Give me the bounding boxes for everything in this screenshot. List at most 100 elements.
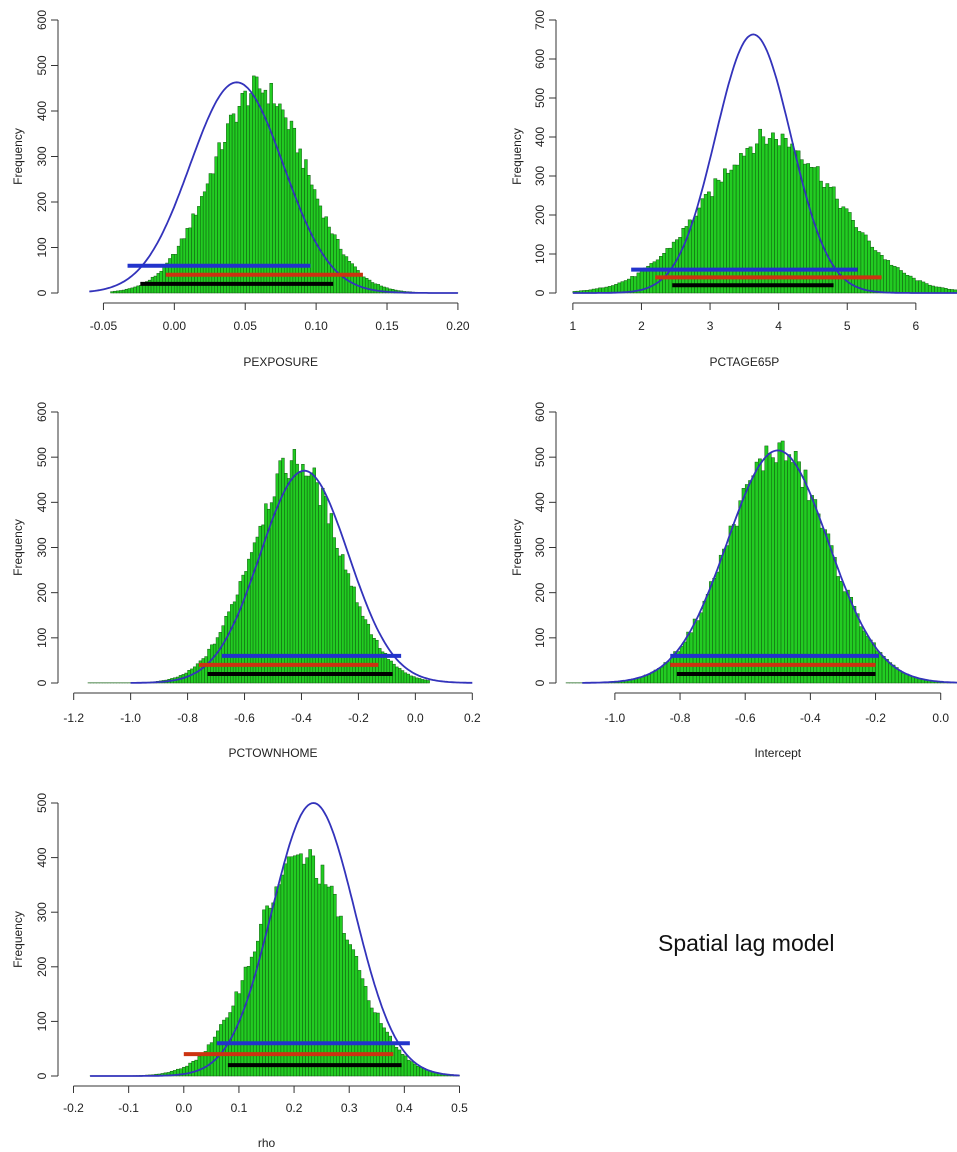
histogram-bar — [722, 548, 726, 684]
histogram-bar — [885, 659, 889, 684]
histogram-bar — [357, 970, 362, 1077]
y-tick-label: 500 — [533, 447, 547, 467]
histogram-bar — [333, 234, 337, 294]
histogram-bar — [249, 956, 254, 1077]
histogram-bar — [386, 659, 390, 684]
histogram-bar — [901, 672, 906, 684]
histogram-panel-2: 1 2 3 4 5 6 PCTAGE65P 0 100 200 300 400 500 600 700 Fre… — [510, 10, 957, 369]
histogram-bar — [352, 586, 356, 684]
histogram-bar — [298, 472, 302, 684]
y-axis-label: Frequency — [11, 519, 25, 576]
histogram-bar — [392, 663, 396, 684]
histogram-bar — [787, 454, 792, 684]
x-tick-label: 0.15 — [375, 319, 399, 333]
histogram-bar — [839, 580, 844, 684]
histogram-bar — [423, 679, 427, 684]
histogram-bar — [409, 675, 413, 684]
histogram-bar — [757, 458, 762, 684]
x-tick-label: 0.05 — [234, 319, 258, 333]
histogram-bar — [420, 679, 425, 684]
histogram-bar — [372, 637, 376, 684]
y-tick-label: 500 — [35, 55, 49, 75]
x-tick-label: 2 — [638, 319, 645, 333]
histogram-bar — [764, 445, 769, 684]
histogram-bar — [230, 604, 234, 684]
histogram-bar — [295, 152, 299, 294]
density-curve — [572, 33, 957, 294]
histogram-bar — [365, 278, 369, 294]
histogram-bar — [849, 597, 853, 684]
histogram-bar — [219, 1024, 223, 1077]
x-tick-label: -0.05 — [90, 319, 118, 333]
y-tick-label: 600 — [35, 10, 49, 30]
x-tick-label: -0.2 — [63, 1101, 84, 1115]
histogram-panel-4: -1.0 -0.8 -0.6 -0.4 -0.2 0.0 Intercept 0 100 200 3… — [510, 402, 957, 760]
y-tick-label: 0 — [533, 289, 547, 296]
histogram-bar — [240, 980, 245, 1077]
histogram-bar — [803, 469, 808, 684]
histogram-bar — [382, 1027, 386, 1077]
histogram-bar — [206, 1044, 211, 1077]
y-tick-label: 200 — [533, 582, 547, 602]
histogram-bar — [705, 594, 710, 684]
density-curve — [130, 469, 473, 684]
histogram-bar — [416, 1065, 420, 1077]
x-tick-label: 0.20 — [446, 319, 470, 333]
histogram-bar — [731, 524, 736, 684]
histogram-bars — [87, 449, 430, 684]
histogram-bar — [899, 270, 903, 294]
histogram-bar — [868, 639, 873, 684]
histogram-bar — [280, 874, 285, 1077]
histogram-bar — [854, 227, 859, 294]
histogram-bar — [819, 527, 824, 684]
histogram-bar — [260, 92, 265, 294]
x-tick-label: 0.2 — [464, 711, 481, 725]
histogram-bar — [809, 166, 814, 294]
histogram-bar — [268, 907, 272, 1077]
histogram-bar — [656, 668, 661, 684]
x-tick-label: 0.5 — [451, 1101, 468, 1115]
histogram-bar — [780, 440, 785, 684]
histogram-bar — [124, 288, 129, 294]
histogram-bar — [278, 460, 282, 684]
x-tick-label: 0.0 — [932, 711, 949, 725]
y-tick-label: 200 — [35, 582, 49, 602]
histogram-bar — [200, 196, 204, 294]
x-axis-label: Intercept — [754, 746, 801, 760]
x-tick-label: -0.2 — [865, 711, 886, 725]
x-tick-label: 4 — [775, 319, 782, 333]
x-tick-label: 6 — [912, 319, 919, 333]
histogram-bar — [663, 662, 668, 684]
y-axis-label: Frequency — [11, 128, 25, 185]
x-tick-label: 0.10 — [304, 319, 328, 333]
histogram-bar — [292, 449, 297, 684]
y-tick-label: 200 — [35, 956, 49, 976]
density-curve — [89, 81, 458, 294]
histogram-bar — [116, 290, 120, 294]
histogram-bar — [823, 529, 827, 684]
histogram-bar — [647, 674, 651, 684]
histogram-bar — [118, 290, 123, 294]
histogram-bar — [214, 156, 218, 294]
histogram-bar — [784, 460, 788, 684]
histogram-bar — [892, 266, 897, 294]
y-tick-label: 200 — [35, 192, 49, 212]
histogram-bar — [353, 266, 357, 294]
histogram-bar — [620, 281, 625, 294]
histogram-bar — [826, 533, 831, 684]
histogram-bar — [162, 265, 166, 294]
histogram-bar — [176, 245, 181, 294]
histogram-bar — [409, 1061, 414, 1077]
histogram-bar — [351, 949, 356, 1077]
histogram-bar — [277, 884, 282, 1077]
histogram-bar — [202, 191, 207, 294]
figure-caption: Spatial lag model — [658, 930, 835, 956]
histogram-bar — [301, 464, 305, 684]
y-tick-label: 100 — [35, 237, 49, 257]
x-tick-label: 0.4 — [396, 1101, 413, 1115]
histogram-bar — [879, 255, 884, 294]
y-tick-label: 100 — [533, 628, 547, 648]
histogram-bar — [889, 264, 894, 294]
y-tick-label: 400 — [35, 492, 49, 512]
